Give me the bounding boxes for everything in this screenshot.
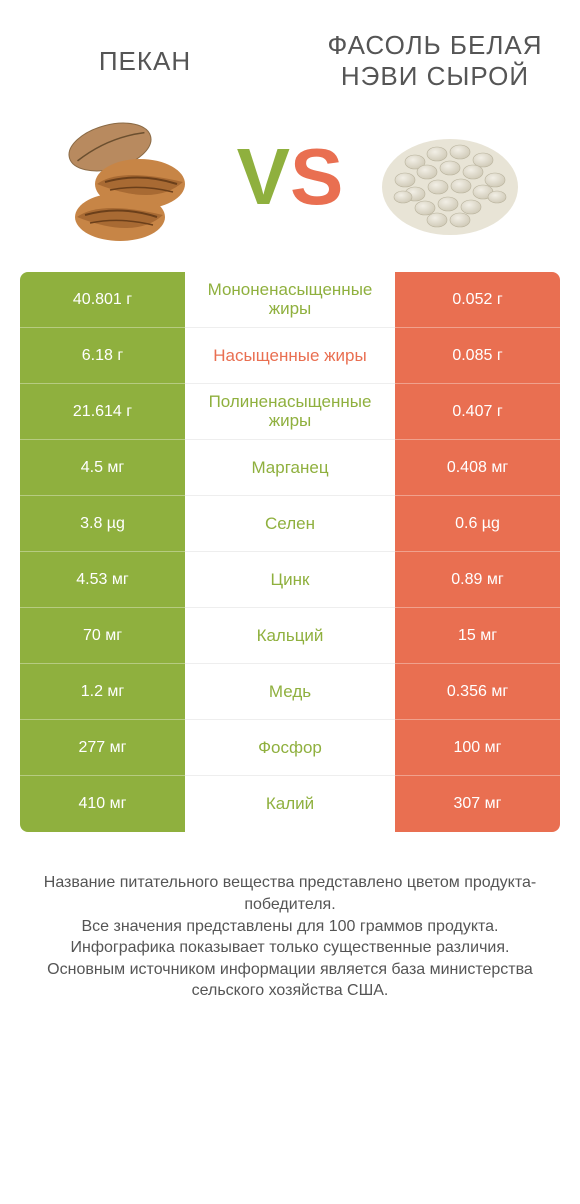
value-right: 100 мг — [395, 720, 560, 776]
table-row: 4.53 мгЦинк0.89 мг — [20, 552, 560, 608]
beans-icon — [375, 112, 525, 242]
vs-s: S — [290, 132, 343, 221]
footer-line-4: Основным источником информации является … — [30, 959, 550, 1002]
table-row: 410 мгКалий307 мг — [20, 776, 560, 832]
value-left: 21.614 г — [20, 384, 185, 440]
value-right: 0.6 µg — [395, 496, 560, 552]
value-right: 0.407 г — [395, 384, 560, 440]
footer-line-3: Инфографика показывает только существенн… — [30, 937, 550, 959]
table-row: 21.614 гПолиненасыщенные жиры0.407 г — [20, 384, 560, 440]
value-right: 0.89 мг — [395, 552, 560, 608]
footer-line-1: Название питательного вещества представл… — [30, 872, 550, 915]
header-row: ПЕКАН ФАСОЛЬ БЕЛАЯ НЭВИ СЫРОЙ — [0, 0, 580, 102]
value-left: 4.5 мг — [20, 440, 185, 496]
nutrient-label: Калий — [185, 776, 395, 832]
table-row: 3.8 µgСелен0.6 µg — [20, 496, 560, 552]
table-row: 4.5 мгМарганец0.408 мг — [20, 440, 560, 496]
nutrient-label: Медь — [185, 664, 395, 720]
value-right: 0.408 мг — [395, 440, 560, 496]
value-left: 70 мг — [20, 608, 185, 664]
value-left: 3.8 µg — [20, 496, 185, 552]
value-right: 0.356 мг — [395, 664, 560, 720]
value-right: 15 мг — [395, 608, 560, 664]
footer-line-2: Все значения представлены для 100 граммо… — [30, 916, 550, 938]
table-row: 70 мгКальций15 мг — [20, 608, 560, 664]
right-image — [350, 112, 550, 242]
title-left: ПЕКАН — [20, 30, 270, 92]
table-row: 1.2 мгМедь0.356 мг — [20, 664, 560, 720]
nutrient-label: Насыщенные жиры — [185, 328, 395, 384]
value-left: 1.2 мг — [20, 664, 185, 720]
nutrient-label: Марганец — [185, 440, 395, 496]
value-left: 40.801 г — [20, 272, 185, 328]
vs-label: VS — [230, 137, 350, 217]
nutrient-label: Селен — [185, 496, 395, 552]
left-image — [30, 112, 230, 242]
table-row: 277 мгФосфор100 мг — [20, 720, 560, 776]
value-right: 0.085 г — [395, 328, 560, 384]
value-left: 410 мг — [20, 776, 185, 832]
value-right: 307 мг — [395, 776, 560, 832]
pecan-icon — [55, 112, 205, 242]
nutrient-label: Полиненасыщенные жиры — [185, 384, 395, 440]
comparison-table: 40.801 гМононенасыщенные жиры0.052 г6.18… — [0, 272, 580, 832]
footer-notes: Название питательного вещества представл… — [0, 832, 580, 1022]
value-left: 4.53 мг — [20, 552, 185, 608]
table-row: 40.801 гМононенасыщенные жиры0.052 г — [20, 272, 560, 328]
header-spacer — [270, 30, 310, 92]
nutrient-label: Фосфор — [185, 720, 395, 776]
value-left: 277 мг — [20, 720, 185, 776]
nutrient-label: Мононенасыщенные жиры — [185, 272, 395, 328]
title-right: ФАСОЛЬ БЕЛАЯ НЭВИ СЫРОЙ — [310, 30, 560, 92]
nutrient-label: Цинк — [185, 552, 395, 608]
value-left: 6.18 г — [20, 328, 185, 384]
table-row: 6.18 гНасыщенные жиры0.085 г — [20, 328, 560, 384]
value-right: 0.052 г — [395, 272, 560, 328]
nutrient-label: Кальций — [185, 608, 395, 664]
vs-v: V — [237, 132, 290, 221]
images-row: VS — [0, 102, 580, 272]
